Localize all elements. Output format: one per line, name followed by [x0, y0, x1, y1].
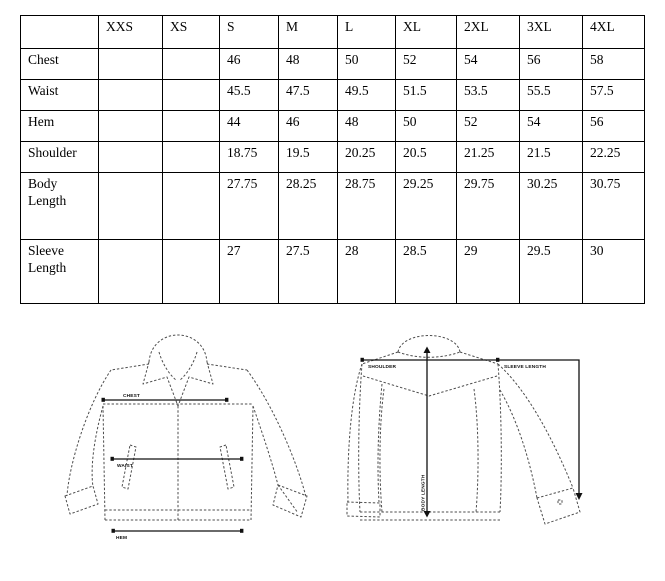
col-header-4xl: 4XL — [582, 15, 645, 49]
body-length-label: BODY LENGTH — [421, 474, 427, 511]
size-cell: 20.25 — [337, 141, 396, 173]
size-cell — [98, 239, 163, 304]
size-cell: 46 — [219, 48, 279, 80]
table-row: Sleeve Length 27 27.5 28 28.5 29 29.5 30 — [20, 239, 645, 304]
size-cell: 29.75 — [456, 172, 520, 240]
table-row: Shoulder 18.75 19.5 20.25 20.5 21.25 21.… — [20, 141, 645, 173]
size-cell: 55.5 — [519, 79, 583, 111]
size-cell: 29.5 — [519, 239, 583, 304]
row-label-chest: Chest — [20, 48, 99, 80]
hem-label: HEM — [116, 535, 127, 541]
row-label-hem: Hem — [20, 110, 99, 142]
front-jacket-outline — [64, 334, 308, 521]
shoulder-label: SHOULDER — [368, 364, 397, 370]
size-cell: 56 — [519, 48, 583, 80]
hem-arrow — [111, 528, 244, 533]
row-label-waist: Waist — [20, 79, 99, 111]
size-cell — [98, 110, 163, 142]
row-label-sleeve-length: Sleeve Length — [20, 239, 99, 304]
size-cell — [162, 141, 220, 173]
size-cell: 47.5 — [278, 79, 338, 111]
size-cell: 57.5 — [582, 79, 645, 111]
size-cell — [98, 79, 163, 111]
table-header-row: XXS XS S M L XL 2XL 3XL 4XL — [20, 15, 645, 49]
size-cell: 22.25 — [582, 141, 645, 173]
size-cell: 19.5 — [278, 141, 338, 173]
table-row: Body Length 27.75 28.25 28.75 29.25 29.7… — [20, 172, 645, 240]
size-cell: 28.75 — [337, 172, 396, 240]
sleeve-length-arrow — [498, 359, 583, 500]
row-label-body-length: Body Length — [20, 172, 99, 240]
size-cell: 27.5 — [278, 239, 338, 304]
size-cell: 30.25 — [519, 172, 583, 240]
size-cell: 58 — [582, 48, 645, 80]
size-cell: 50 — [337, 48, 396, 80]
waist-label: WAIST — [117, 463, 133, 469]
col-header-l: L — [337, 15, 396, 49]
measurement-diagram: CHEST WAIST HEM — [0, 315, 665, 581]
col-header-2xl: 2XL — [456, 15, 520, 49]
size-cell: 28.25 — [278, 172, 338, 240]
table-row: Chest 46 48 50 52 54 56 58 — [20, 48, 645, 80]
size-cell: 27 — [219, 239, 279, 304]
size-cell: 28.5 — [395, 239, 457, 304]
chest-label: CHEST — [123, 393, 140, 399]
size-cell: 54 — [456, 48, 520, 80]
size-cell: 53.5 — [456, 79, 520, 111]
sleeve-length-label: SLEEVE LENGTH — [504, 364, 546, 370]
col-header-m: M — [278, 15, 338, 49]
size-cell — [162, 48, 220, 80]
size-cell: 52 — [395, 48, 457, 80]
chest-arrow — [101, 397, 229, 402]
size-cell: 44 — [219, 110, 279, 142]
col-header-xs: XS — [162, 15, 220, 49]
body-length-arrow — [423, 346, 431, 518]
size-chart-table: XXS XS S M L XL 2XL 3XL 4XL Chest 46 48 … — [20, 15, 645, 304]
table-row: Waist 45.5 47.5 49.5 51.5 53.5 55.5 57.5 — [20, 79, 645, 111]
table-row: Hem 44 46 48 50 52 54 56 — [20, 110, 645, 142]
size-cell: 18.75 — [219, 141, 279, 173]
size-cell: 28 — [337, 239, 396, 304]
size-cell — [162, 79, 220, 111]
shoulder-arrow — [360, 357, 500, 362]
size-cell: 51.5 — [395, 79, 457, 111]
size-cell: 50 — [395, 110, 457, 142]
size-cell — [162, 239, 220, 304]
row-label-shoulder: Shoulder — [20, 141, 99, 173]
size-cell: 30 — [582, 239, 645, 304]
size-cell: 54 — [519, 110, 583, 142]
size-cell: 52 — [456, 110, 520, 142]
size-cell: 29 — [456, 239, 520, 304]
size-cell: 27.75 — [219, 172, 279, 240]
col-header-3xl: 3XL — [519, 15, 583, 49]
size-cell: 30.75 — [582, 172, 645, 240]
front-jacket-diagram: CHEST WAIST HEM — [64, 334, 308, 541]
back-jacket-diagram: SHOULDER SLEEVE LENGTH BODY LENGTH — [346, 335, 583, 525]
size-cell: 46 — [278, 110, 338, 142]
col-header-xxs: XXS — [98, 15, 163, 49]
size-cell: 29.25 — [395, 172, 457, 240]
size-cell: 21.25 — [456, 141, 520, 173]
size-cell: 21.5 — [519, 141, 583, 173]
size-cell: 49.5 — [337, 79, 396, 111]
waist-arrow — [110, 456, 244, 461]
size-cell: 48 — [278, 48, 338, 80]
size-cell: 20.5 — [395, 141, 457, 173]
size-cell: 48 — [337, 110, 396, 142]
col-header-xl: XL — [395, 15, 457, 49]
size-cell — [98, 141, 163, 173]
size-cell — [98, 48, 163, 80]
corner-cell — [20, 15, 99, 49]
size-cell — [162, 172, 220, 240]
size-cell: 45.5 — [219, 79, 279, 111]
col-header-s: S — [219, 15, 279, 49]
size-cell — [98, 172, 163, 240]
back-jacket-outline — [346, 335, 581, 525]
size-cell — [162, 110, 220, 142]
size-cell: 56 — [582, 110, 645, 142]
